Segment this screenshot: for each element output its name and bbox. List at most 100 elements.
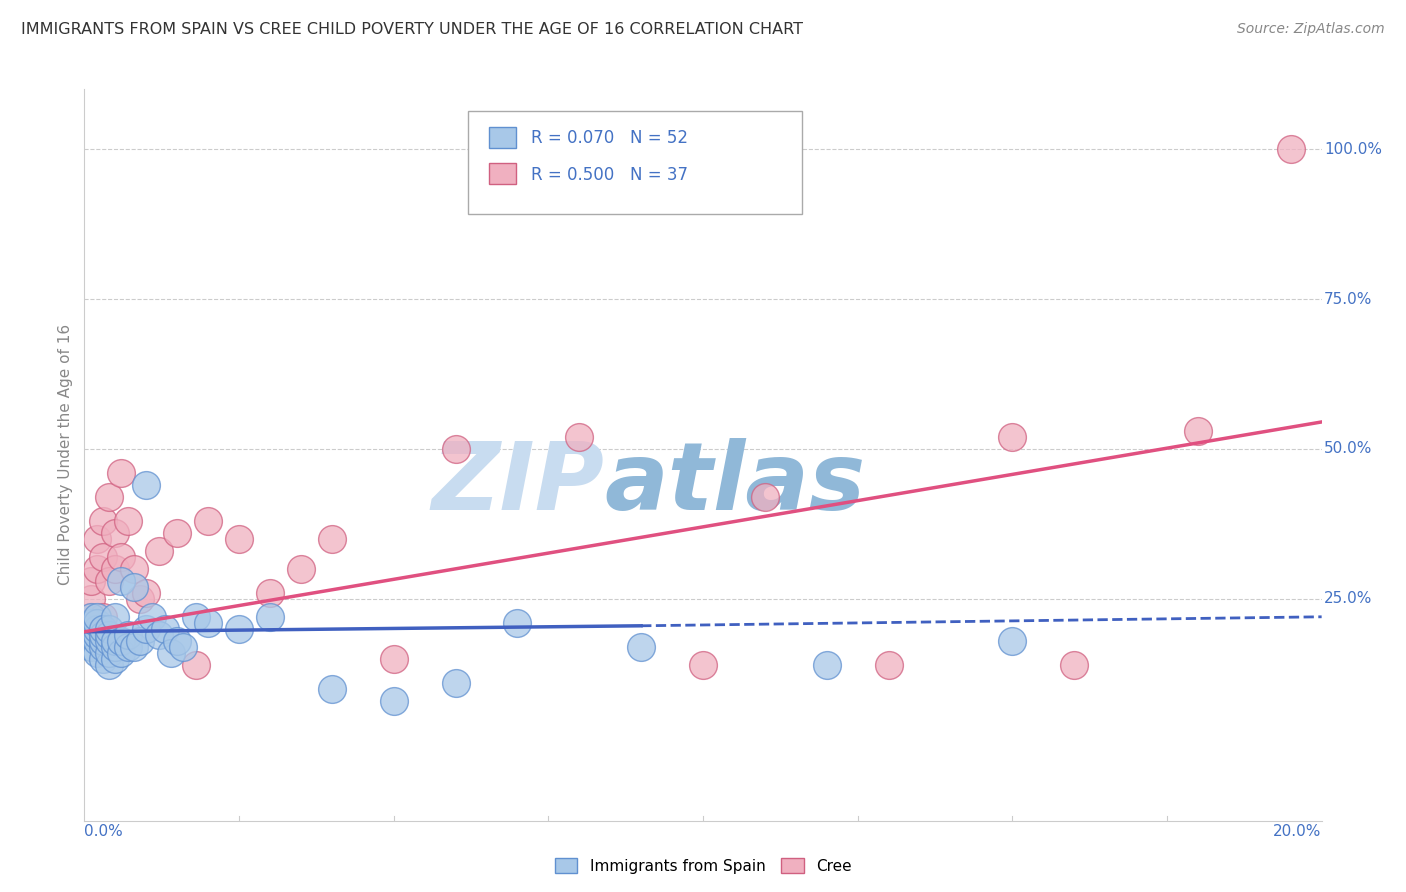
Point: [86, 622, 108, 636]
Point: [148, 544, 170, 558]
Point: [98, 628, 121, 642]
Point: [79, 609, 101, 624]
Point: [86, 562, 108, 576]
Point: [321, 681, 343, 696]
Point: [86, 628, 108, 642]
Point: [91, 628, 114, 642]
Point: [91, 549, 114, 564]
Point: [160, 646, 183, 660]
Text: R = 0.500   N = 37: R = 0.500 N = 37: [531, 166, 688, 184]
Text: 0.0%: 0.0%: [84, 823, 124, 838]
Point: [568, 430, 591, 444]
Bar: [489, 127, 516, 148]
FancyBboxPatch shape: [468, 112, 801, 213]
Point: [444, 442, 467, 456]
Point: [148, 628, 170, 642]
Point: [79, 609, 101, 624]
Point: [153, 622, 176, 636]
Point: [110, 633, 132, 648]
Point: [117, 628, 139, 642]
Point: [98, 646, 121, 660]
Bar: [489, 163, 516, 185]
Text: atlas: atlas: [605, 438, 865, 530]
Text: R = 0.070   N = 52: R = 0.070 N = 52: [531, 129, 688, 147]
Point: [86, 646, 108, 660]
Point: [91, 640, 114, 654]
Point: [104, 640, 127, 654]
Point: [630, 640, 652, 654]
Point: [141, 609, 163, 624]
Point: [692, 657, 714, 672]
Point: [382, 694, 405, 708]
Point: [117, 514, 139, 528]
Point: [79, 615, 101, 630]
Point: [110, 646, 132, 660]
Point: [135, 586, 157, 600]
Point: [197, 514, 219, 528]
Text: Source: ZipAtlas.com: Source: ZipAtlas.com: [1237, 22, 1385, 37]
Point: [184, 609, 207, 624]
Point: [290, 562, 312, 576]
Point: [321, 532, 343, 546]
Point: [166, 525, 188, 540]
Text: IMMIGRANTS FROM SPAIN VS CREE CHILD POVERTY UNDER THE AGE OF 16 CORRELATION CHAR: IMMIGRANTS FROM SPAIN VS CREE CHILD POVE…: [21, 22, 803, 37]
Point: [110, 466, 132, 480]
Point: [1187, 424, 1209, 438]
Point: [444, 675, 467, 690]
Point: [259, 586, 281, 600]
Point: [166, 633, 188, 648]
Point: [172, 640, 194, 654]
Point: [110, 574, 132, 588]
Point: [122, 562, 145, 576]
Point: [79, 640, 101, 654]
Point: [91, 609, 114, 624]
Point: [104, 609, 127, 624]
Text: 100.0%: 100.0%: [1324, 142, 1382, 157]
Y-axis label: Child Poverty Under the Age of 16: Child Poverty Under the Age of 16: [58, 325, 73, 585]
Point: [259, 609, 281, 624]
Text: 50.0%: 50.0%: [1324, 442, 1372, 457]
Point: [129, 633, 152, 648]
Point: [86, 633, 108, 648]
Point: [91, 652, 114, 666]
Point: [754, 490, 776, 504]
Point: [79, 628, 101, 642]
Point: [91, 514, 114, 528]
Text: 20.0%: 20.0%: [1274, 823, 1322, 838]
Point: [1001, 633, 1024, 648]
Point: [129, 591, 152, 606]
Point: [79, 622, 101, 636]
Legend: Immigrants from Spain, Cree: Immigrants from Spain, Cree: [548, 852, 858, 880]
Point: [506, 615, 529, 630]
Point: [104, 562, 127, 576]
Point: [117, 640, 139, 654]
Point: [86, 615, 108, 630]
Point: [104, 633, 127, 648]
Point: [98, 622, 121, 636]
Point: [86, 622, 108, 636]
Point: [1279, 142, 1302, 156]
Point: [122, 640, 145, 654]
Point: [91, 622, 114, 636]
Point: [98, 574, 121, 588]
Point: [1001, 430, 1024, 444]
Point: [86, 532, 108, 546]
Text: ZIP: ZIP: [432, 438, 605, 530]
Point: [104, 525, 127, 540]
Point: [228, 622, 250, 636]
Point: [98, 490, 121, 504]
Point: [79, 574, 101, 588]
Point: [382, 652, 405, 666]
Text: 75.0%: 75.0%: [1324, 292, 1372, 307]
Point: [98, 633, 121, 648]
Point: [110, 549, 132, 564]
Point: [228, 532, 250, 546]
Text: 25.0%: 25.0%: [1324, 591, 1372, 607]
Point: [1063, 657, 1085, 672]
Point: [86, 609, 108, 624]
Point: [91, 633, 114, 648]
Point: [135, 478, 157, 492]
Point: [79, 591, 101, 606]
Point: [135, 622, 157, 636]
Point: [184, 657, 207, 672]
